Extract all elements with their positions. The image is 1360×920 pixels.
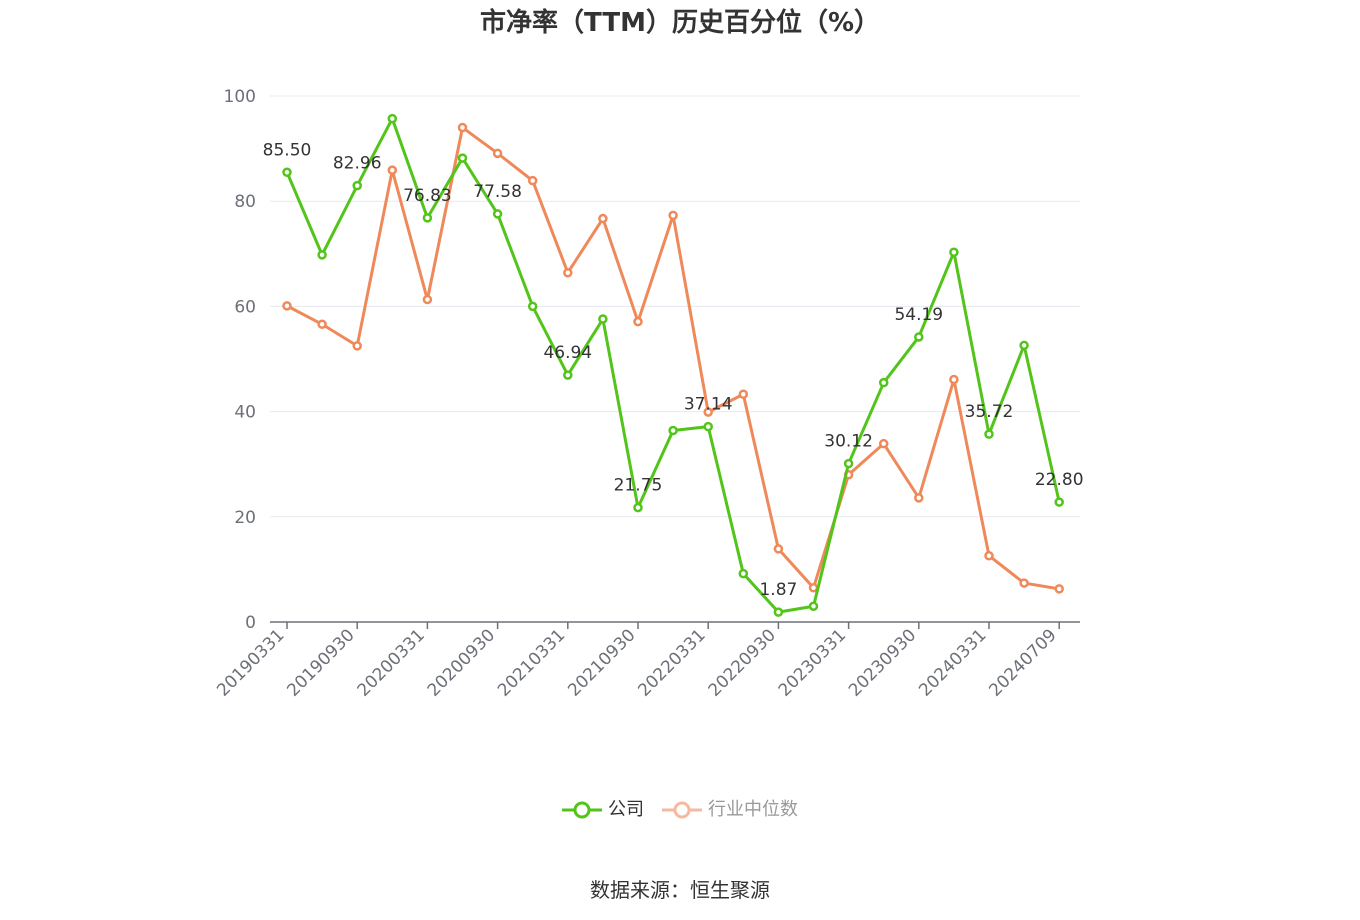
- company-point: [703, 421, 713, 432]
- data-label: 35.72: [965, 402, 1014, 422]
- company-point: [773, 607, 784, 617]
- company-point: [422, 213, 433, 223]
- x-tick-label: 20190331: [213, 625, 288, 700]
- industry-point: [282, 301, 292, 311]
- industry-point: [457, 122, 468, 133]
- company-point: [492, 209, 503, 219]
- industry-point: [878, 438, 889, 449]
- company-point: [949, 247, 959, 257]
- company-point: [984, 429, 994, 439]
- legend-company-line-icon: [562, 801, 602, 819]
- y-tick-label: 0: [245, 613, 256, 633]
- company-point: [1019, 340, 1029, 351]
- industry-point: [773, 544, 784, 554]
- company-point: [668, 425, 678, 436]
- data-label: 85.50: [263, 140, 312, 160]
- industry-point: [738, 389, 749, 399]
- x-tick-label: 20210331: [494, 625, 569, 700]
- x-tick-label: 20200930: [424, 625, 499, 700]
- industry-point: [1054, 584, 1064, 594]
- data-label: 22.80: [1035, 470, 1084, 490]
- company-point: [317, 250, 327, 260]
- industry-point: [422, 294, 433, 305]
- company-point: [527, 301, 538, 312]
- industry-point: [914, 493, 924, 503]
- data-source: 数据来源：恒生聚源: [590, 878, 770, 902]
- chart-title: 市净率（TTM）历史百分位（%）: [480, 8, 880, 38]
- data-label: 82.96: [333, 154, 382, 174]
- x-tick-label: 20240331: [915, 625, 990, 700]
- industry-point: [563, 267, 573, 278]
- industry-point: [387, 165, 398, 175]
- company-point: [352, 180, 362, 191]
- company-point: [563, 370, 573, 380]
- x-tick-label: 20210930: [564, 625, 639, 700]
- company-point: [1054, 497, 1064, 507]
- industry-point: [703, 407, 713, 417]
- industry-point: [633, 316, 643, 327]
- industry-point: [1019, 578, 1029, 588]
- company-point: [387, 113, 398, 124]
- legend-item-industry[interactable]: 行业中位数: [662, 796, 798, 824]
- company-point: [282, 167, 292, 178]
- industry-point: [984, 550, 994, 561]
- industry-point: [527, 175, 538, 186]
- x-tick-label: 20230331: [775, 625, 850, 700]
- data-label: 21.75: [614, 476, 663, 496]
- x-tick-label: 20240709: [985, 625, 1060, 700]
- x-tick-label: 20220930: [705, 625, 780, 700]
- y-tick-label: 100: [224, 87, 256, 107]
- industry-point: [317, 319, 327, 330]
- company-point: [457, 153, 468, 163]
- legend-label-industry: 行业中位数: [708, 799, 798, 820]
- data-label: 77.58: [473, 182, 522, 202]
- legend-label-company: 公司: [608, 799, 644, 820]
- data-label: 54.19: [894, 305, 943, 325]
- industry-point: [598, 213, 608, 224]
- data-label: 37.14: [684, 395, 733, 415]
- x-tick-label: 20220331: [634, 625, 709, 700]
- industry-point: [352, 341, 362, 351]
- company-point: [633, 502, 643, 513]
- company-point: [914, 332, 924, 342]
- data-label: 76.83: [403, 186, 452, 206]
- y-tick-label: 80: [234, 192, 256, 212]
- industry-point: [668, 210, 678, 221]
- y-tick-label: 40: [234, 403, 256, 423]
- legend: 公司 行业中位数: [0, 796, 1360, 824]
- x-tick-label: 20230930: [845, 625, 920, 700]
- data-label: 46.94: [543, 343, 592, 363]
- y-tick-label: 20: [234, 508, 256, 528]
- industry-point: [949, 374, 959, 385]
- company-point: [598, 314, 608, 324]
- company-point: [808, 601, 819, 611]
- x-tick-label: 20190930: [283, 625, 358, 700]
- y-tick-label: 60: [234, 297, 256, 317]
- company-point: [843, 458, 854, 469]
- company-point: [738, 568, 749, 579]
- legend-item-company[interactable]: 公司: [562, 796, 644, 824]
- data-label: 30.12: [824, 432, 873, 452]
- company-point: [878, 377, 889, 388]
- data-label: 1.87: [759, 580, 797, 600]
- industry-point: [492, 148, 503, 159]
- legend-industry-line-icon: [662, 801, 702, 819]
- x-tick-label: 20200331: [354, 625, 429, 700]
